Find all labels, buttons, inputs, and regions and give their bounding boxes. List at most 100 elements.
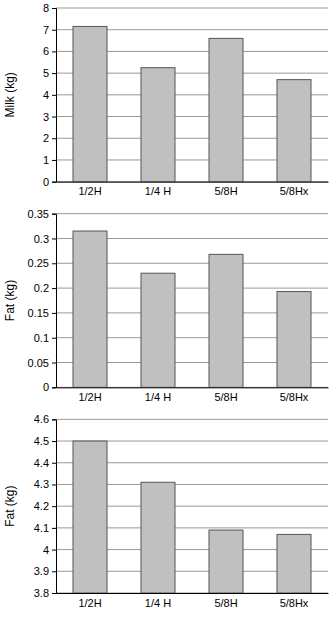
tick-mark	[52, 463, 56, 464]
tick-label: 0.35	[28, 208, 49, 220]
bar	[141, 273, 175, 387]
y-axis: 0 0.05 0.1 0.15 0.2 0.25 0.3 0.35	[28, 208, 57, 394]
axis-line	[57, 387, 329, 388]
x-axis: 1/2H 1/4 H 5/8H 5/8Hx	[57, 594, 329, 609]
axis-line	[52, 214, 57, 388]
tick-mark	[52, 593, 56, 594]
tick-mark	[52, 419, 56, 420]
tick-mark	[52, 160, 56, 161]
tick: 5/8H	[214, 391, 237, 403]
tick: 0.35	[28, 208, 56, 220]
bar	[209, 530, 243, 593]
tick: 0	[43, 381, 56, 393]
tick: 3.9	[34, 565, 56, 577]
tick-label: 4	[43, 544, 49, 556]
tick-label: 0.05	[28, 357, 49, 369]
tick-label: 2	[43, 132, 49, 144]
tick: 0.3	[34, 232, 56, 244]
tick: 4.2	[34, 500, 56, 512]
tick-mark	[52, 441, 56, 442]
tick: 1/2H	[78, 597, 101, 609]
tick-label: 4.5	[34, 435, 49, 447]
bar	[73, 441, 107, 593]
tick: 5/8H	[214, 597, 237, 609]
axis-line	[52, 420, 57, 594]
tick-label: 0.15	[28, 307, 49, 319]
tick-label: 5/8H	[214, 597, 237, 609]
x-axis: 1/2H 1/4 H 5/8H 5/8Hx	[57, 388, 329, 403]
tick-label: 5	[43, 67, 49, 79]
tick: 0.1	[34, 332, 56, 344]
tick: 1/2H	[78, 185, 101, 197]
tick: 5/8Hx	[280, 185, 309, 197]
grid	[56, 214, 328, 388]
tick-mark	[52, 73, 56, 74]
tick-mark	[52, 238, 56, 239]
axis-title: Fat (kg)	[3, 485, 17, 526]
tick: 0.15	[28, 307, 56, 319]
tick-mark	[52, 117, 56, 118]
chart-panel: 0123456781/2H1/4 H5/8H5/8HxMilk (kg)	[3, 2, 329, 197]
tick-mark	[52, 138, 56, 139]
bar	[141, 482, 175, 593]
tick-label: 4.1	[34, 522, 49, 534]
tick-mark	[52, 214, 56, 215]
tick-label: 7	[43, 24, 49, 36]
tick: 5/8Hx	[280, 391, 309, 403]
tick: 1/4 H	[145, 391, 171, 403]
tick-label: 5/8Hx	[280, 597, 309, 609]
axis-title: Fat (kg)	[3, 280, 17, 321]
bar	[209, 38, 243, 181]
tick: 2	[43, 132, 56, 144]
axis-line	[52, 9, 57, 183]
tick-mark	[52, 263, 56, 264]
bar	[141, 68, 175, 182]
tick-label: 4.2	[34, 500, 49, 512]
tick-mark	[52, 8, 56, 9]
tick-mark	[52, 95, 56, 96]
bars	[73, 26, 311, 181]
tick-mark	[52, 338, 56, 339]
tick: 4.4	[34, 457, 56, 469]
tick-mark	[52, 528, 56, 529]
tick-mark	[52, 484, 56, 485]
tick: 4.5	[34, 435, 56, 447]
tick-mark	[52, 571, 56, 572]
tick: 1	[43, 154, 56, 166]
tick-label: 0	[43, 176, 49, 188]
tick: 8	[43, 2, 56, 14]
tick-label: 4	[43, 89, 49, 101]
figure: 0123456781/2H1/4 H5/8H5/8HxMilk (kg)00.0…	[0, 0, 336, 617]
tick-mark	[52, 363, 56, 364]
tick-label: 5/8Hx	[280, 391, 309, 403]
y-axis: 012345678	[43, 2, 57, 188]
tick-label: 5/8Hx	[280, 185, 309, 197]
tick: 7	[43, 24, 56, 36]
tick: 3.8	[34, 587, 56, 599]
bar	[73, 231, 107, 387]
bar	[277, 80, 311, 182]
bar	[73, 26, 107, 181]
tick: 1/4 H	[145, 597, 171, 609]
tick: 5	[43, 67, 56, 79]
y-axis: 3.83.944.14.24.34.44.54.6	[34, 413, 57, 599]
x-axis: 1/2H 1/4 H 5/8H 5/8Hx	[57, 182, 329, 197]
tick: 1/4 H	[145, 185, 171, 197]
tick: 0.25	[28, 257, 56, 269]
tick: 5/8H	[214, 185, 237, 197]
tick: 4.1	[34, 522, 56, 534]
bars	[73, 231, 311, 387]
tick: 0.2	[34, 282, 56, 294]
bars	[73, 441, 311, 593]
tick-label: 4.3	[34, 478, 49, 490]
tick-label: 1/2H	[78, 391, 101, 403]
tick-label: 0.1	[34, 332, 49, 344]
tick-label: 8	[43, 2, 49, 14]
tick-mark	[52, 506, 56, 507]
chart-panel: 3.83.944.14.24.34.44.54.61/2H1/4 H5/8H5/…	[3, 413, 329, 608]
axis-line	[57, 182, 329, 183]
bar	[277, 534, 311, 593]
tick-label: 1/2H	[78, 597, 101, 609]
tick-label: 1/4 H	[145, 185, 171, 197]
tick-label: 5/8H	[214, 391, 237, 403]
